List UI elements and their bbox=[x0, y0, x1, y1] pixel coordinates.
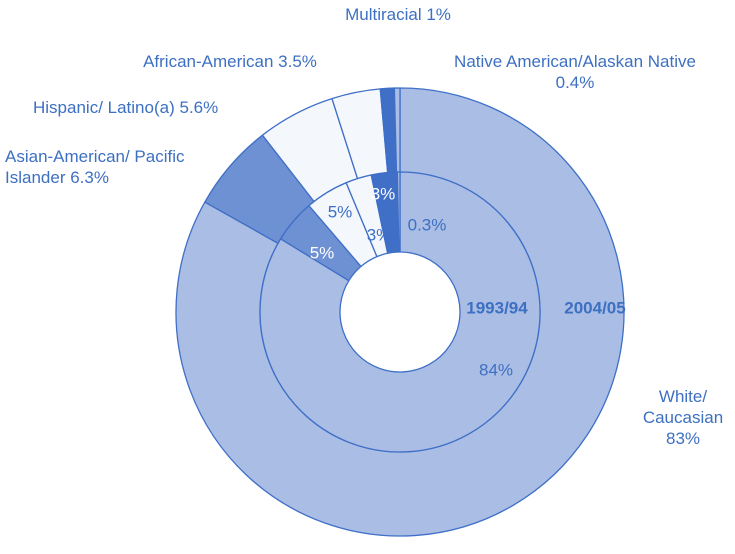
value-label: 0.3% bbox=[408, 215, 447, 234]
value-label: 5% bbox=[310, 243, 335, 262]
value-label: 3% bbox=[371, 184, 396, 203]
category-name: African-American bbox=[143, 52, 274, 71]
value-label: 5.6% bbox=[179, 98, 219, 117]
slice-label: African-American 3.5% bbox=[105, 51, 355, 72]
value-label: 83% bbox=[665, 429, 701, 448]
slice-label: Asian-American/ Pacific Islander 6.3% bbox=[5, 146, 215, 188]
donut-slice bbox=[396, 171, 401, 253]
category-name: Hispanic/ Latino(a) bbox=[33, 98, 175, 117]
value-label: 6.3% bbox=[70, 168, 109, 187]
series-name: 1993/94 bbox=[466, 298, 528, 317]
slice-label: Native American/Alaskan Native 0.4% bbox=[440, 51, 710, 93]
value-label: 84% bbox=[479, 360, 513, 379]
value-label: 5% bbox=[328, 202, 353, 221]
slice-label: White/ Caucasian 83% bbox=[628, 386, 735, 449]
category-name: Multiracial bbox=[345, 5, 422, 24]
value-label: 0.4% bbox=[555, 73, 595, 92]
slice-label: Multiracial 1% bbox=[298, 4, 498, 25]
value-label: 3.5% bbox=[278, 52, 317, 71]
value-label: 1% bbox=[426, 5, 451, 24]
series-name: 2004/05 bbox=[564, 298, 625, 317]
value-label: 3% bbox=[367, 225, 392, 244]
category-name: Asian-American/ Pacific Islander bbox=[5, 147, 185, 187]
slice-label: Hispanic/ Latino(a) 5.6% bbox=[33, 97, 293, 118]
category-name: Native American/Alaskan Native bbox=[454, 52, 696, 71]
donut-slice bbox=[259, 171, 541, 453]
category-name: White/ Caucasian bbox=[642, 387, 724, 427]
